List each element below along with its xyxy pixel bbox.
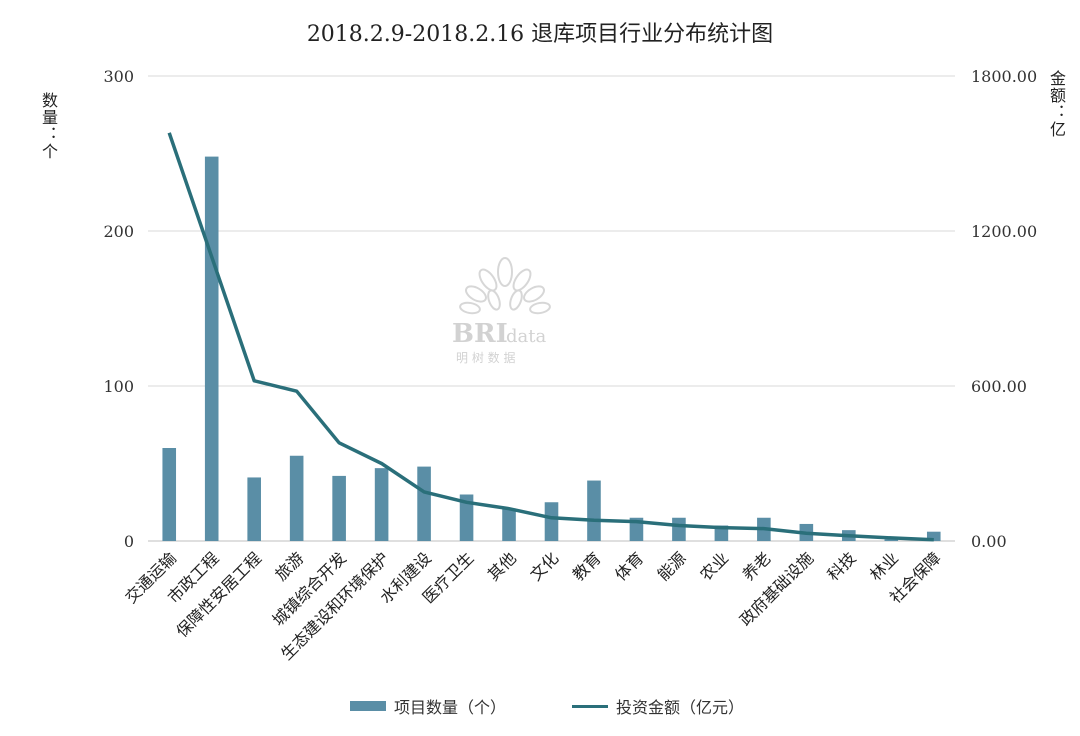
bar	[247, 477, 261, 541]
bar	[289, 455, 304, 541]
legend-label-line: 投资金额（亿元）	[616, 698, 745, 717]
watermark-subtitle: 明 树 数 据	[456, 350, 515, 365]
x-category-label: 其他	[484, 548, 520, 584]
watermark-logo: BRI data 明 树 数 据	[440, 250, 570, 370]
watermark-suffix: data	[506, 326, 546, 347]
legend-label-bars: 项目数量（个）	[394, 698, 507, 717]
investment-line	[167, 132, 934, 542]
right-axis-label: 金额：亿	[1047, 70, 1066, 138]
bar-series	[162, 156, 941, 541]
axes: 01002003000.00600.001200.001800.00交通运输市政…	[103, 67, 1037, 664]
bar	[417, 466, 431, 541]
bar	[162, 448, 177, 541]
y-left-tick-label: 300	[103, 67, 134, 86]
x-category-label: 林业	[866, 548, 902, 584]
x-category-label: 教育	[569, 548, 605, 584]
legend: 项目数量（个） 投资金额（亿元）	[0, 694, 1080, 718]
left-axis-label: 数量：个	[39, 92, 58, 160]
line-series	[167, 132, 934, 542]
x-category-label: 科技	[824, 548, 860, 584]
x-category-label: 养老	[739, 548, 775, 584]
chart-title: 2018.2.9-2018.2.16 退库项目行业分布统计图	[306, 22, 774, 47]
bar	[502, 508, 516, 541]
y-right-tick-label: 1200.00	[971, 222, 1037, 241]
legend-line-swatch	[572, 704, 608, 708]
bar	[332, 475, 346, 541]
y-right-tick-label: 0.00	[971, 532, 1007, 551]
x-category-label: 文化	[526, 548, 562, 584]
x-category-label: 体育	[611, 548, 647, 584]
y-left-tick-label: 100	[103, 377, 134, 396]
bar	[204, 156, 219, 541]
legend-item-line: 投资金额（亿元）	[572, 694, 744, 718]
y-left-tick-label: 0	[124, 532, 134, 551]
bar	[926, 531, 941, 541]
y-right-tick-label: 600.00	[971, 377, 1027, 396]
watermark-brand: BRI	[452, 319, 508, 349]
bar	[459, 494, 474, 541]
x-category-label: 旅游	[271, 548, 307, 584]
bar	[374, 468, 389, 541]
bar	[587, 480, 601, 541]
legend-item-bars: 项目数量（个）	[350, 694, 506, 718]
tree-icon: BRI data 明 树 数 据	[452, 257, 551, 365]
bar	[672, 517, 686, 541]
bar	[544, 502, 559, 541]
bar	[884, 539, 899, 541]
legend-bar-swatch	[350, 701, 386, 711]
x-category-label: 能源	[654, 548, 690, 584]
y-left-tick-label: 200	[103, 222, 134, 241]
x-category-label: 农业	[696, 548, 732, 584]
y-right-tick-label: 1800.00	[971, 67, 1037, 86]
